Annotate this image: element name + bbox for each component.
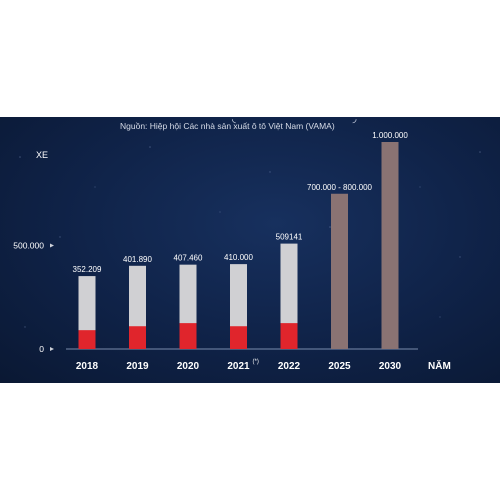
x-tick-label-2022: 2022 [278, 361, 301, 372]
bar-red-segment-2019 [129, 326, 146, 349]
x-tick-mark-2021: (*) [253, 359, 259, 365]
x-tick-labels: 2018 2019 2020 2021 (*) 2022 2025 2030 [76, 359, 402, 372]
x-tick-label-2021: 2021 [227, 361, 250, 372]
background-stars [19, 146, 481, 328]
value-label-2020: 407.460 [174, 254, 203, 263]
chart-source: Nguồn: Hiệp hội Các nhà sản xuất ô tô Vi… [120, 121, 335, 131]
value-label-2030: 1.000.000 [372, 131, 408, 140]
x-tick-label-2018: 2018 [76, 361, 99, 372]
bar-red-segment-2020 [179, 323, 197, 349]
value-label-2022: 509141 [276, 233, 303, 242]
bar-2025 [331, 193, 348, 349]
bar-red-segment-2021 [230, 326, 247, 349]
value-label-2025: 700.000 - 800.000 [307, 183, 372, 192]
bar-2022 [280, 243, 298, 349]
y-ticks: 500.000 0 [13, 241, 54, 354]
bar-red-segment-2022 [280, 323, 298, 349]
value-label-2019: 401.890 [123, 255, 152, 264]
y-tick-marker [50, 243, 54, 248]
chart-panel: ◟ ◞ Nguồn: Hiệp hội Các nhà sản xuất ô t… [0, 117, 500, 383]
bars: 352.209 401.890 407.460 410.000 509141 700.00… [73, 131, 408, 349]
y-tick-label: 500.000 [13, 241, 44, 251]
y-tick-label: 0 [39, 344, 44, 354]
y-tick-marker [50, 347, 54, 351]
x-axis-label: NĂM [428, 359, 451, 372]
value-label-2018: 352.209 [73, 265, 102, 274]
y-axis-label: XE [36, 150, 48, 160]
bar-2030 [381, 142, 399, 349]
bar-red-segment-2018 [78, 330, 96, 349]
x-tick-label-2019: 2019 [126, 361, 149, 372]
x-tick-label-2030: 2030 [379, 361, 402, 372]
value-label-2021: 410.000 [224, 253, 253, 262]
bar-chart: XE NĂM 500.000 0 352.209 401.890 407.460 410… [13, 131, 481, 372]
x-tick-label-2025: 2025 [328, 361, 351, 372]
x-tick-label-2020: 2020 [177, 361, 200, 372]
